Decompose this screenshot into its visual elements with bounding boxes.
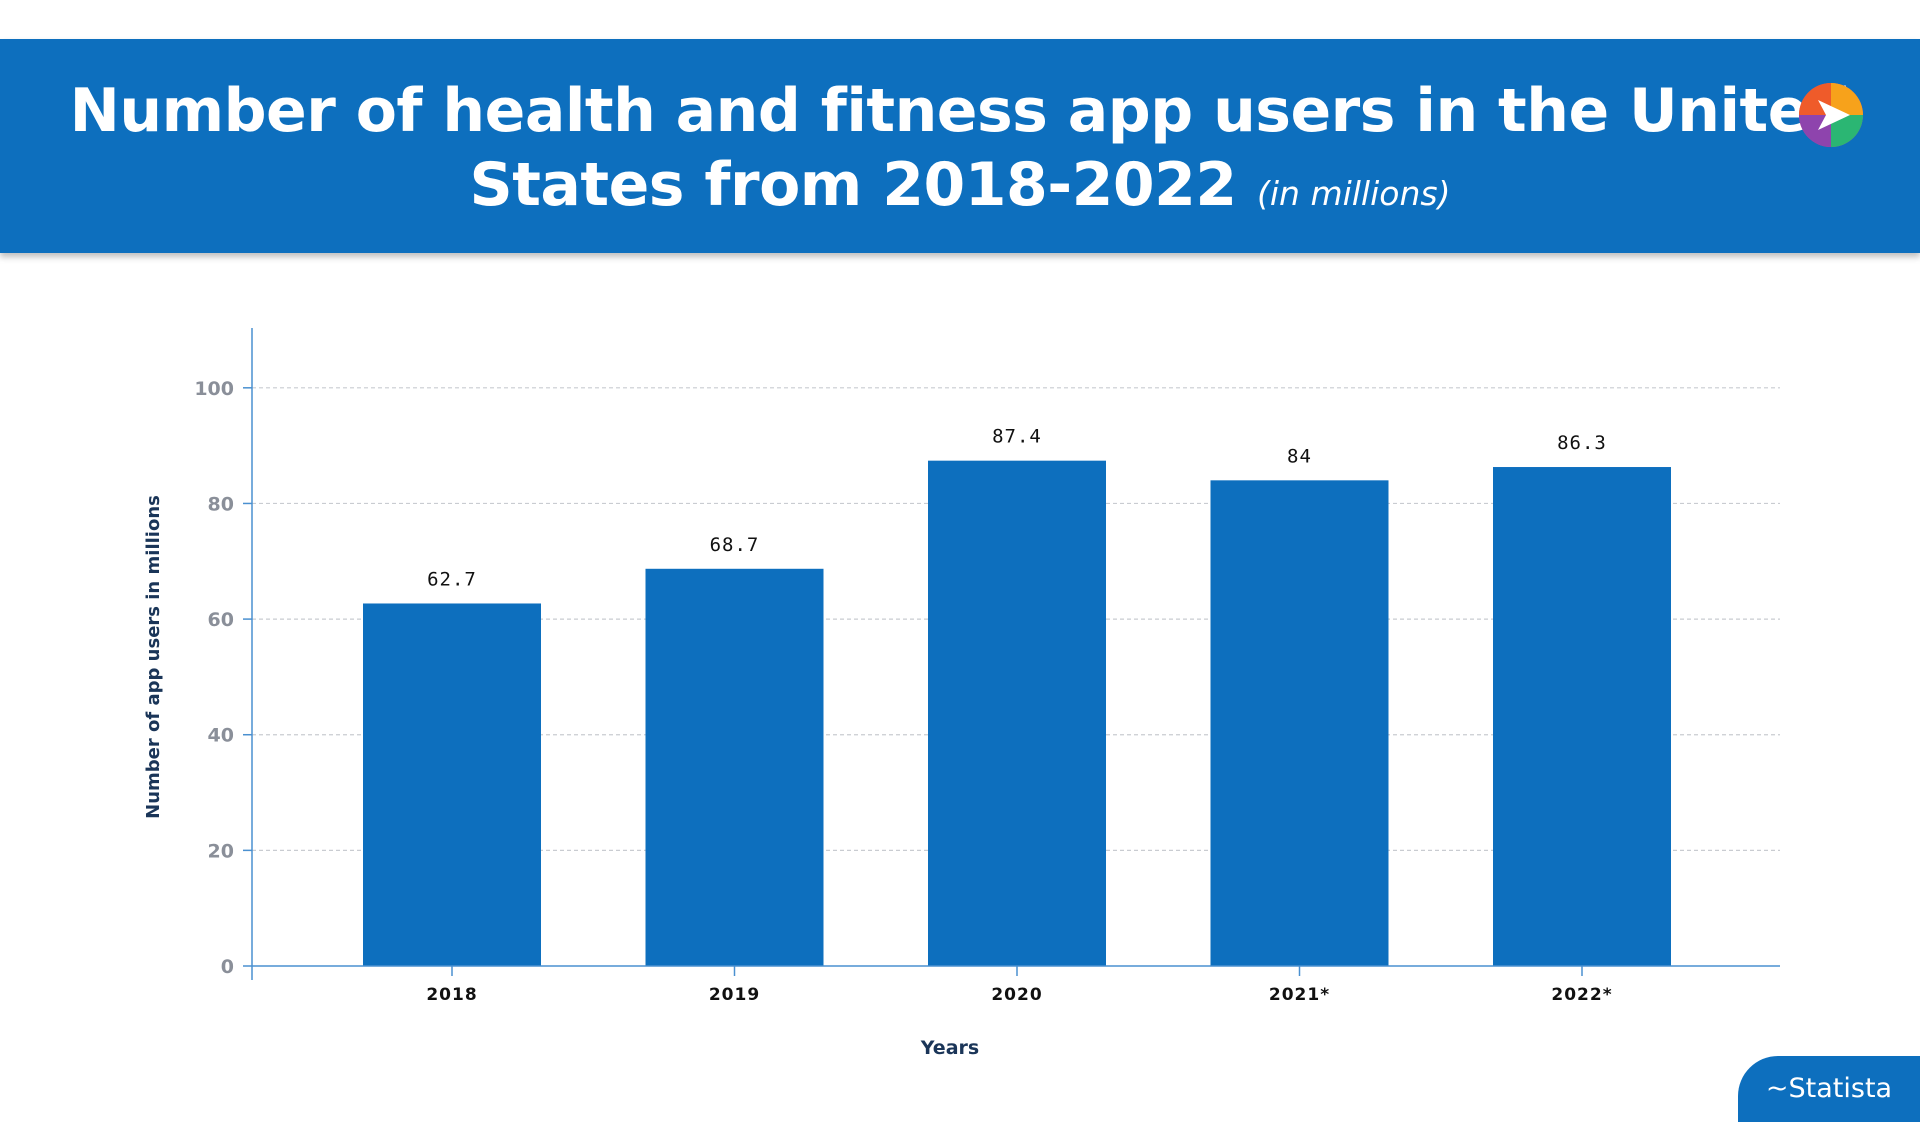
x-axis-title: Years: [920, 1037, 979, 1059]
x-tick-label: 2020: [991, 985, 1042, 1005]
bar: [1493, 467, 1671, 966]
y-tick-label: 40: [208, 725, 234, 747]
data-label: 62.7: [427, 568, 477, 590]
x-tick-label: 2022*: [1551, 985, 1612, 1005]
data-labels: 62.7 68.7 87.4 84 86.3: [427, 426, 1607, 591]
title-main: Number of health and fitness app users i…: [69, 76, 1851, 220]
bar: [928, 460, 1106, 966]
data-label: 86.3: [1557, 432, 1607, 454]
y-axis-title: Number of app users in millions: [143, 495, 164, 819]
play-arrow-logo-icon: [1799, 83, 1863, 147]
bar: [363, 603, 541, 966]
tick-labels: 0 20 40 60 80 100 2018 2019 2020 2021* 2022*: [194, 378, 1612, 1005]
title-banner: Number of health and fitness app users i…: [0, 39, 1920, 253]
x-tick-label: 2021*: [1269, 985, 1330, 1005]
data-label: 84: [1287, 445, 1312, 467]
bars: [363, 460, 1671, 966]
x-tick-label: 2019: [709, 985, 760, 1005]
data-label: 68.7: [710, 534, 760, 556]
y-tick-label: 0: [221, 956, 234, 978]
x-tick-label: 2018: [426, 985, 477, 1005]
y-tick-label: 100: [194, 378, 234, 400]
y-tick-label: 20: [208, 840, 234, 862]
bar: [645, 568, 824, 966]
y-tick-label: 80: [208, 493, 234, 515]
title-unit: (in millions): [1257, 174, 1451, 213]
bar: [1210, 480, 1389, 966]
chart-title: Number of health and fitness app users i…: [0, 74, 1920, 231]
source-tag: ~Statista: [1738, 1056, 1920, 1122]
data-label: 87.4: [992, 426, 1042, 448]
y-tick-label: 60: [208, 609, 234, 631]
